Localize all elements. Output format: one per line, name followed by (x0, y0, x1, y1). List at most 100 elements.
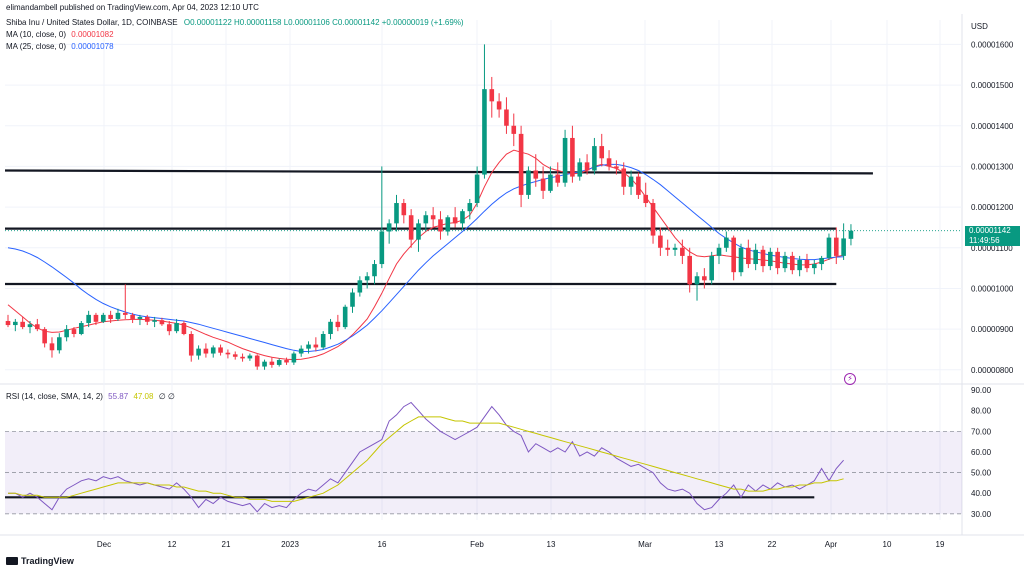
time-tick-label: 2023 (281, 540, 299, 549)
ma25-label: MA (25, close, 0) (6, 42, 67, 51)
candle-down (606, 158, 612, 167)
candle-up (768, 251, 773, 267)
candle-up (848, 230, 854, 239)
candle-down (240, 356, 245, 359)
candle-down (760, 249, 766, 267)
candle-up (709, 255, 714, 281)
ma25-legend[interactable]: MA (25, close, 0) 0.00001078 (6, 42, 114, 52)
candle-down (658, 235, 663, 248)
candle-up (467, 203, 473, 212)
time-tick-label: Mar (638, 540, 652, 549)
candle-down (71, 329, 77, 335)
candle-down (203, 348, 209, 354)
candle-up (716, 247, 722, 256)
price-tick-label: 0.00001500 (971, 81, 1014, 90)
published-by-text: elimandambell published on TradingView.c… (6, 3, 259, 13)
lightning-bolt-icon[interactable]: ⚡ (844, 373, 856, 385)
horizontal-trendline[interactable] (4, 169, 873, 175)
rsi-legend[interactable]: RSI (14, close, SMA, 14, 2) 55.87 47.08 … (6, 392, 175, 402)
time-tick-label: Apr (825, 540, 838, 549)
candle-up (291, 353, 297, 363)
high-label: H (234, 18, 240, 27)
candle-up (115, 312, 121, 319)
symbol-legend[interactable]: Shiba Inu / United States Dollar, 1D, CO… (6, 18, 464, 28)
candle-down (93, 314, 99, 322)
open-label: O (183, 18, 191, 27)
price-tick-label: 0.00001300 (971, 162, 1014, 171)
change-value: +0.00000019 (+1.69%) (381, 18, 464, 27)
candle-up (423, 215, 429, 224)
price-tick-label: 0.00001200 (971, 203, 1014, 212)
candle-up (482, 89, 487, 175)
candle-up (394, 203, 399, 224)
rsi-tick-label: 50.00 (971, 469, 992, 478)
rsi-layer (8, 401, 844, 513)
tradingview-logo[interactable]: TradingView (6, 556, 74, 566)
ma25-line (7, 163, 844, 352)
last-price-tag: 0.00001142 11:49:56 (965, 225, 1020, 246)
candle-down (20, 321, 25, 328)
candle-down (408, 215, 414, 240)
rsi-extra: ∅ ∅ (158, 392, 175, 401)
candle-layer (5, 44, 854, 370)
rsi-band-layer (5, 430, 962, 515)
candle-up (548, 174, 553, 191)
time-tick-label: 16 (378, 540, 387, 549)
ma10-legend[interactable]: MA (10, close, 0) 0.00001082 (6, 30, 114, 40)
open-value: 0.00001122 (190, 18, 232, 27)
candle-down (518, 133, 524, 195)
candle-down (599, 146, 605, 159)
time-tick-label: Feb (470, 540, 484, 549)
candle-up (460, 211, 465, 224)
candle-up (13, 321, 18, 326)
candle-up (262, 361, 267, 367)
tradingview-logo-icon (6, 557, 18, 565)
candle-down (804, 259, 810, 269)
candle-down (166, 324, 172, 332)
grid-layer (0, 14, 1024, 536)
candle-down (790, 255, 795, 271)
candle-down (269, 361, 275, 365)
candle-down (702, 276, 707, 281)
candle-up (841, 238, 846, 256)
candle-up (372, 264, 377, 277)
candle-down (42, 329, 47, 344)
candle-up (628, 176, 634, 187)
candle-up (79, 323, 84, 335)
candle-down (687, 255, 692, 285)
price-tick-label: 0.00001000 (971, 284, 1014, 293)
candle-down (636, 176, 641, 195)
candle-down (665, 247, 670, 250)
candle-down (452, 217, 458, 224)
candle-up (247, 355, 253, 359)
candle-down (122, 312, 128, 315)
bar-countdown: 11:49:56 (969, 235, 1000, 245)
candle-down (254, 355, 260, 367)
candle-up (357, 280, 363, 293)
price-tick-label: 0.00000900 (971, 325, 1014, 334)
close-label: C (332, 18, 338, 27)
rsi-tick-label: 40.00 (971, 489, 992, 498)
candle-down (284, 360, 289, 363)
candle-up (328, 321, 333, 335)
ma10-value: 0.00001082 (71, 30, 114, 39)
candle-down (35, 324, 40, 330)
candle-down (232, 354, 238, 357)
candle-down (438, 219, 443, 232)
candle-up (672, 247, 678, 250)
candle-up (797, 259, 802, 271)
candle-up (196, 348, 201, 356)
rsi-tick-label: 60.00 (971, 448, 992, 457)
rsi-tick-label: 90.00 (971, 386, 992, 395)
candle-down (511, 125, 517, 134)
candle-down (584, 162, 590, 171)
time-tick-label: 12 (168, 540, 177, 549)
candle-down (833, 237, 839, 256)
candle-up (386, 223, 392, 232)
low-label: L (283, 18, 289, 27)
candle-down (188, 334, 194, 356)
candle-down (49, 343, 55, 351)
currency-label: USD (971, 22, 988, 31)
